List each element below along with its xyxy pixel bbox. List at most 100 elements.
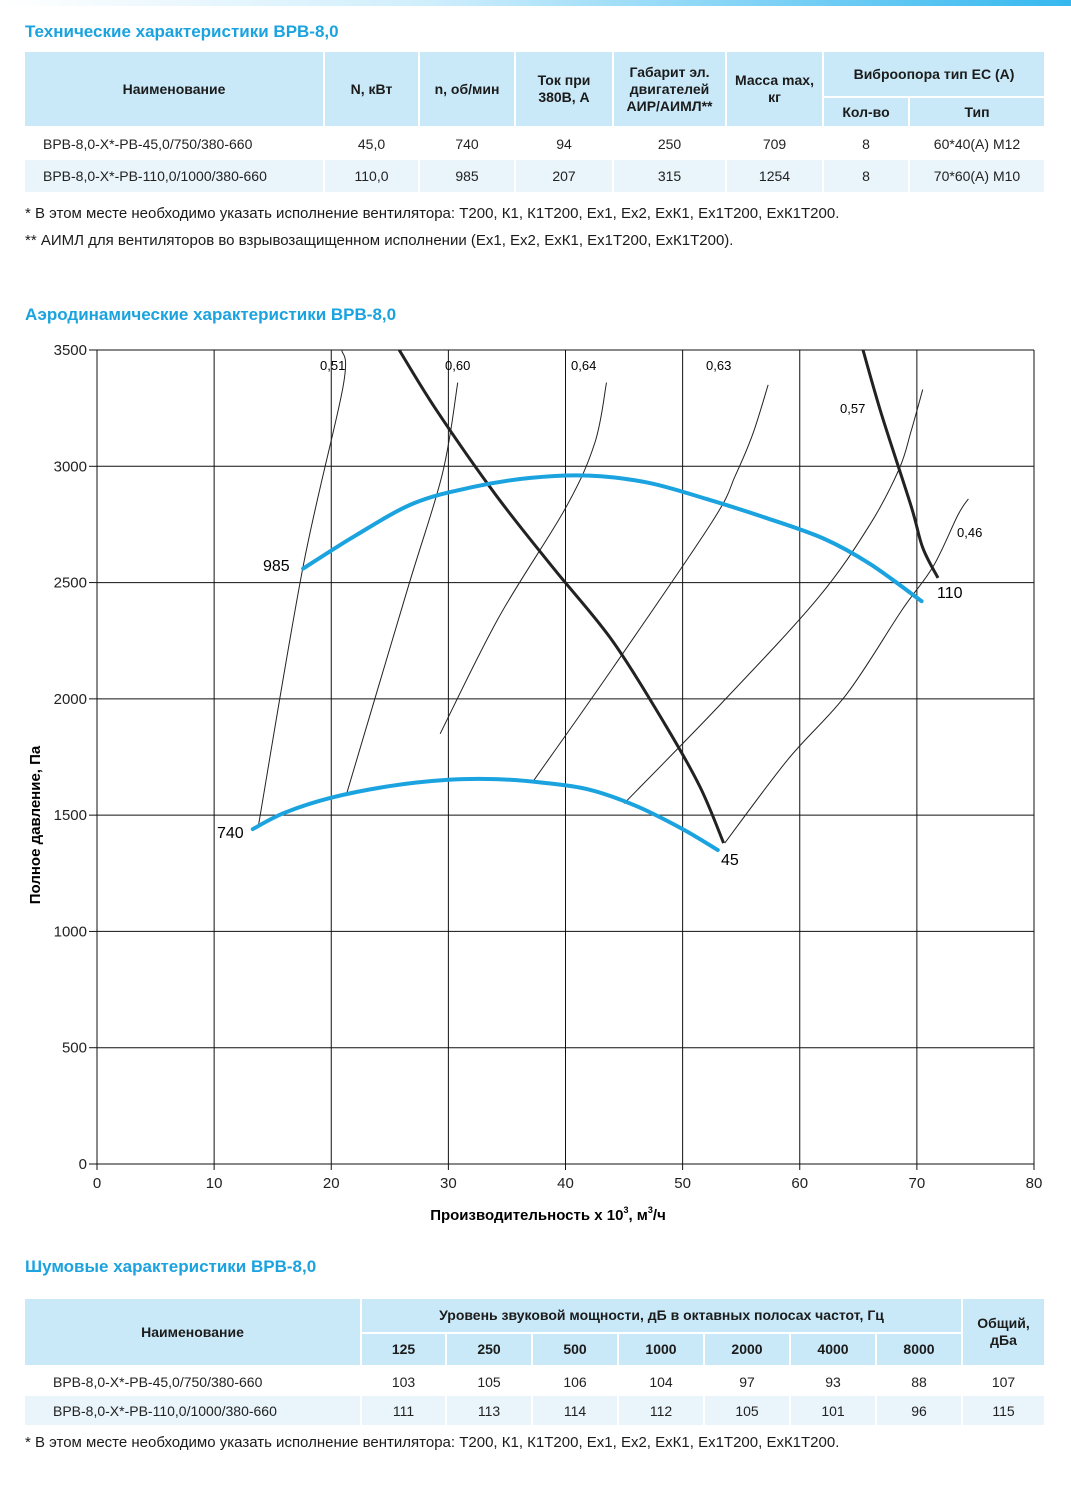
noise-header-freq: 2000 bbox=[705, 1334, 791, 1367]
row-mass: 709 bbox=[727, 128, 824, 160]
y-tick-label: 2500 bbox=[54, 575, 87, 592]
row-value: 112 bbox=[619, 1396, 705, 1425]
power-curves bbox=[397, 350, 940, 844]
label-740: 740 bbox=[217, 825, 244, 842]
y-axis-label: Полное давление, Па bbox=[27, 745, 44, 904]
row-value: 88 bbox=[877, 1367, 963, 1396]
noise-header-freq: 250 bbox=[447, 1334, 533, 1367]
row-value: 105 bbox=[447, 1367, 533, 1396]
power-curve-45 bbox=[397, 350, 726, 844]
noise-header-freq: 1000 bbox=[619, 1334, 705, 1367]
tech-note-1: * В этом месте необходимо указать исполн… bbox=[25, 205, 840, 222]
noise-header-freq: 500 bbox=[533, 1334, 619, 1367]
tech-header-mass: Масса max, кг bbox=[727, 52, 824, 128]
row-value: 105 bbox=[705, 1396, 791, 1425]
table-row: ВРВ-8,0-Х*-РВ-110,0/1000/380-660 110,0 9… bbox=[25, 160, 1046, 192]
x-tick-label: 10 bbox=[206, 1175, 223, 1192]
row-speed: 985 bbox=[420, 160, 516, 192]
x-tick-label: 0 bbox=[93, 1175, 101, 1192]
y-tick-label: 2000 bbox=[54, 691, 87, 708]
row-value: 104 bbox=[619, 1367, 705, 1396]
y-tick-label: 3000 bbox=[54, 458, 87, 475]
y-tick-label: 3500 bbox=[54, 342, 87, 359]
row-name: ВРВ-8,0-Х*-РВ-110,0/1000/380-660 bbox=[25, 160, 325, 192]
label-eff-051: 0,51 bbox=[320, 358, 345, 373]
tech-header-power: N, кВт bbox=[325, 52, 420, 128]
tech-table: Наименование N, кВт n, об/мин Ток при 38… bbox=[25, 52, 1046, 192]
label-45: 45 bbox=[721, 852, 739, 869]
label-eff-046: 0,46 bbox=[957, 525, 982, 540]
row-name: ВРВ-8,0-Х*-РВ-45,0/750/380-660 bbox=[25, 1367, 362, 1396]
tech-header-current: Ток при 380В, А bbox=[516, 52, 614, 128]
row-value: 114 bbox=[533, 1396, 619, 1425]
row-value: 96 bbox=[877, 1396, 963, 1425]
chart-ticks: 0 10 20 30 40 50 60 70 80 0 500 1000 1500 2000 2500 300… bbox=[54, 342, 1043, 1192]
y-tick-label: 500 bbox=[62, 1040, 87, 1057]
row-total: 115 bbox=[963, 1396, 1046, 1425]
noise-header-band: Уровень звуковой мощности, дБ в октавных… bbox=[362, 1299, 963, 1334]
table-row: ВРВ-8,0-Х*-РВ-110,0/1000/380-660 111 113… bbox=[25, 1396, 1046, 1425]
efficiency-line-063 bbox=[533, 384, 769, 781]
x-tick-label: 70 bbox=[909, 1175, 926, 1192]
row-name: ВРВ-8,0-Х*-РВ-45,0/750/380-660 bbox=[25, 128, 325, 160]
table-row: ВРВ-8,0-Х*-РВ-45,0/750/380-660 103 105 1… bbox=[25, 1367, 1046, 1396]
row-mass: 1254 bbox=[727, 160, 824, 192]
row-power: 110,0 bbox=[325, 160, 420, 192]
label-985: 985 bbox=[263, 558, 290, 575]
speed-curves bbox=[250, 473, 924, 853]
row-motor: 250 bbox=[614, 128, 727, 160]
row-total: 107 bbox=[963, 1367, 1046, 1396]
row-value: 113 bbox=[447, 1396, 533, 1425]
row-power: 45,0 bbox=[325, 128, 420, 160]
efficiency-line-064 bbox=[439, 382, 607, 734]
y-tick-label: 1500 bbox=[54, 807, 87, 824]
speed-curve-985 bbox=[301, 473, 924, 604]
y-tick-label: 1000 bbox=[54, 923, 87, 940]
top-gradient-bar bbox=[0, 0, 1071, 6]
x-tick-label: 40 bbox=[557, 1175, 574, 1192]
row-motor: 315 bbox=[614, 160, 727, 192]
x-tick-label: 50 bbox=[674, 1175, 691, 1192]
speed-curve-740 bbox=[250, 776, 720, 853]
tech-title: Технические характеристики ВРВ-8,0 bbox=[25, 22, 339, 41]
efficiency-line-057 bbox=[623, 389, 924, 804]
power-curve-110 bbox=[861, 350, 940, 579]
row-type: 60*40(А) М12 bbox=[910, 128, 1046, 160]
chart-grid bbox=[96, 349, 1035, 1165]
tech-header-vibro: Виброопора тип ЕС (А) bbox=[824, 52, 1046, 98]
x-tick-label: 80 bbox=[1026, 1175, 1043, 1192]
noise-title: Шумовые характеристики ВРВ-8,0 bbox=[25, 1257, 317, 1276]
table-row: ВРВ-8,0-Х*-РВ-45,0/750/380-660 45,0 740 … bbox=[25, 128, 1046, 160]
noise-header-name: Наименование bbox=[25, 1299, 362, 1367]
noise-header-total: Общий, дБа bbox=[963, 1299, 1046, 1367]
aero-title: Аэродинамические характеристики ВРВ-8,0 bbox=[25, 305, 397, 324]
curve-labels: 985 740 45 110 0,51 0,60 0,64 0,63 0,57 … bbox=[217, 358, 982, 869]
label-110: 110 bbox=[937, 585, 963, 602]
row-speed: 740 bbox=[420, 128, 516, 160]
noise-note: * В этом месте необходимо указать исполн… bbox=[25, 1434, 840, 1451]
tech-header-qty: Кол-во bbox=[824, 98, 910, 128]
row-current: 94 bbox=[516, 128, 614, 160]
label-eff-063: 0,63 bbox=[706, 358, 731, 373]
tech-header-motor: Габарит эл. двигателей АИР/АИМЛ** bbox=[614, 52, 727, 128]
row-current: 207 bbox=[516, 160, 614, 192]
row-qty: 8 bbox=[824, 128, 910, 160]
row-type: 70*60(А) М10 bbox=[910, 160, 1046, 192]
row-value: 103 bbox=[362, 1367, 447, 1396]
noise-table: Наименование Уровень звуковой мощности, … bbox=[25, 1299, 1046, 1425]
row-value: 106 bbox=[533, 1367, 619, 1396]
noise-header-freq: 4000 bbox=[791, 1334, 877, 1367]
row-name: ВРВ-8,0-Х*-РВ-110,0/1000/380-660 bbox=[25, 1396, 362, 1425]
label-eff-060: 0,60 bbox=[445, 358, 470, 373]
aero-chart: 0 10 20 30 40 50 60 70 80 0 500 1000 1500 2000 2500 300… bbox=[27, 342, 1043, 1224]
x-tick-label: 20 bbox=[323, 1175, 340, 1192]
row-value: 93 bbox=[791, 1367, 877, 1396]
efficiency-lines bbox=[258, 350, 969, 844]
row-value: 111 bbox=[362, 1396, 447, 1425]
row-value: 101 bbox=[791, 1396, 877, 1425]
efficiency-line-046 bbox=[724, 498, 969, 844]
y-tick-label: 0 bbox=[79, 1156, 87, 1173]
label-eff-064: 0,64 bbox=[571, 358, 596, 373]
tech-header-name: Наименование bbox=[25, 52, 325, 128]
noise-header-freq: 125 bbox=[362, 1334, 447, 1367]
